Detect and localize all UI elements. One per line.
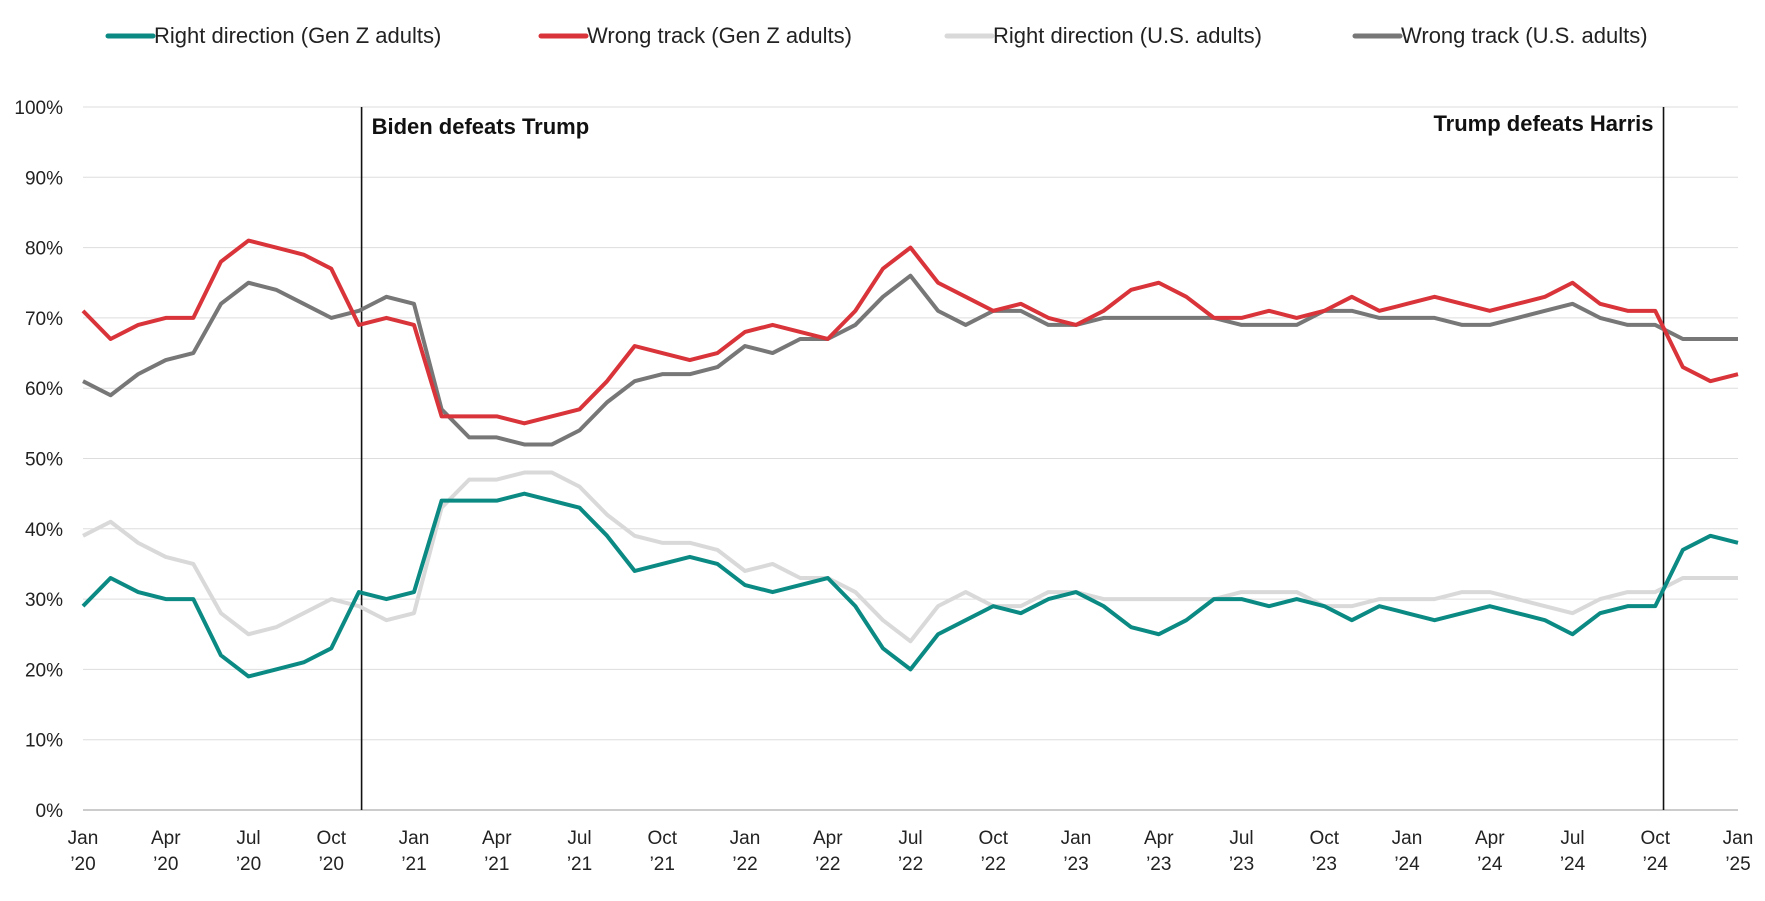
x-tick-year: ’22 xyxy=(732,854,757,875)
x-tick-month: Apr xyxy=(482,828,512,849)
x-tick-month: Jul xyxy=(898,828,922,849)
x-tick-year: ’21 xyxy=(484,854,509,875)
x-tick-year: ’21 xyxy=(650,854,675,875)
y-tick-label: 60% xyxy=(25,379,63,400)
x-tick-month: Apr xyxy=(151,828,181,849)
y-tick-label: 40% xyxy=(25,520,63,541)
legend-label: Right direction (U.S. adults) xyxy=(993,23,1262,48)
x-tick-month: Jul xyxy=(1560,828,1584,849)
x-tick-year: ’20 xyxy=(70,854,95,875)
y-tick-label: 70% xyxy=(25,309,63,330)
x-tick-year: ’22 xyxy=(815,854,840,875)
series-line-right-direction-u-s-adults xyxy=(82,470,1738,644)
legend-label: Right direction (Gen Z adults) xyxy=(154,23,441,48)
legend-label: Wrong track (Gen Z adults) xyxy=(587,23,852,48)
x-tick-month: Jan xyxy=(730,828,761,849)
x-tick-month: Jan xyxy=(399,828,430,849)
x-tick-month: Oct xyxy=(647,828,677,849)
x-tick-year: ’20 xyxy=(319,854,344,875)
x-tick-year: ’21 xyxy=(401,854,426,875)
x-tick-month: Jul xyxy=(1229,828,1253,849)
x-tick-month: Apr xyxy=(1144,828,1174,849)
y-tick-label: 100% xyxy=(14,98,63,119)
y-tick-label: 30% xyxy=(25,590,63,611)
x-tick-month: Oct xyxy=(316,828,346,849)
x-tick-month: Oct xyxy=(1640,828,1670,849)
x-tick-year: ’22 xyxy=(898,854,923,875)
legend-label: Wrong track (U.S. adults) xyxy=(1401,23,1648,48)
series-line-wrong-track-u-s-adults xyxy=(82,273,1738,447)
y-tick-label: 20% xyxy=(25,660,63,681)
x-tick-year: ’23 xyxy=(1063,854,1088,875)
x-tick-year: ’24 xyxy=(1643,854,1669,875)
x-tick-month: Oct xyxy=(978,828,1008,849)
event-label: Biden defeats Trump xyxy=(372,114,590,139)
gridlines xyxy=(83,106,1738,811)
y-tick-label: 90% xyxy=(25,168,63,189)
x-tick-month: Jan xyxy=(1061,828,1092,849)
x-tick-year: ’22 xyxy=(981,854,1006,875)
x-tick-year: ’24 xyxy=(1394,854,1420,875)
x-tick-month: Apr xyxy=(813,828,843,849)
series-lines xyxy=(81,238,1739,679)
series-line-right-direction-gen-z-adults xyxy=(81,491,1739,679)
x-tick-month: Jul xyxy=(236,828,260,849)
x-tick-year: ’21 xyxy=(567,854,592,875)
event-label: Trump defeats Harris xyxy=(1433,111,1653,136)
x-tick-month: Jan xyxy=(1392,828,1423,849)
event-markers: Biden defeats Trump Trump defeats Harris xyxy=(360,107,1665,810)
x-tick-month: Jan xyxy=(1723,828,1754,849)
x-tick-year: ’23 xyxy=(1146,854,1171,875)
x-tick-year: ’23 xyxy=(1229,854,1254,875)
x-tick-year: ’23 xyxy=(1312,854,1337,875)
x-axis: Jan ’20 Apr ’20 Jul ’20 Oct ’20 Jan ’21 Apr ’21 Jul ’… xyxy=(68,828,1754,875)
x-tick-month: Apr xyxy=(1475,828,1505,849)
y-tick-label: 0% xyxy=(36,801,64,822)
series-line-wrong-track-gen-z-adults xyxy=(81,238,1739,426)
x-tick-month: Jan xyxy=(68,828,99,849)
legend: Right direction (Gen Z adults) Wrong trac… xyxy=(105,23,1648,48)
y-axis: 0% 10% 20% 30% 40% 50% 60% 70% 80% 90% 100% xyxy=(14,98,63,822)
x-tick-year: ’24 xyxy=(1477,854,1503,875)
x-tick-month: Oct xyxy=(1309,828,1339,849)
x-tick-year: ’24 xyxy=(1560,854,1586,875)
x-tick-year: ’25 xyxy=(1725,854,1750,875)
x-tick-year: ’20 xyxy=(236,854,261,875)
y-tick-label: 50% xyxy=(25,450,63,471)
x-tick-year: ’20 xyxy=(153,854,178,875)
x-tick-month: Jul xyxy=(567,828,591,849)
y-tick-label: 80% xyxy=(25,239,63,260)
y-tick-label: 10% xyxy=(25,731,63,752)
